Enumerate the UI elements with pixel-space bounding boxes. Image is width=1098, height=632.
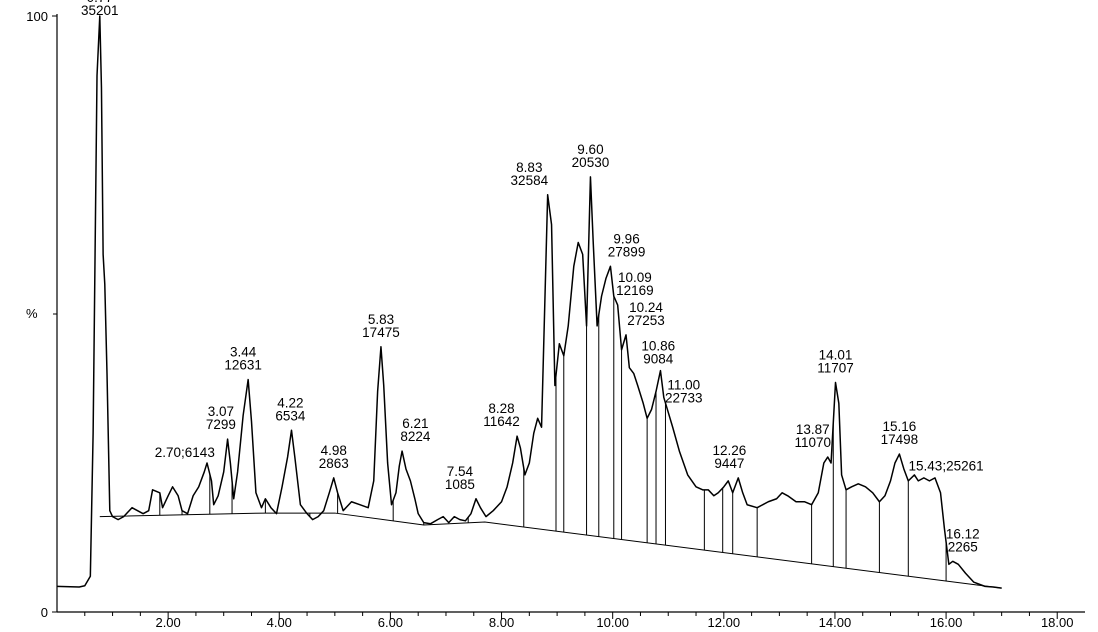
- peak-rt-label: 3.07: [208, 404, 234, 419]
- peak-area-label: 27253: [627, 313, 665, 328]
- peak-area-label: 2863: [319, 456, 349, 471]
- y-tick-label: 100: [26, 9, 48, 24]
- peak-area-label: 7299: [206, 417, 236, 432]
- peak-rt-label: 11.00: [667, 377, 700, 392]
- peak-rt-label: 10.86: [641, 339, 675, 354]
- peak-area-label: 17475: [362, 325, 400, 340]
- peak-rt-label: 14.01: [819, 348, 853, 363]
- peak-area-label: 17498: [881, 432, 919, 447]
- peak-rt-label: 13.87: [796, 422, 830, 437]
- x-tick-label: 2.00: [155, 615, 180, 630]
- x-tick-label: 4.00: [267, 615, 292, 630]
- peak-area-label: 35201: [81, 3, 119, 18]
- plot-area: % 2.00 4.00 6.00 8.00 10.00 12.00 14.00 16.00 18…: [26, 0, 1085, 630]
- peak-area-label: 9084: [643, 352, 674, 367]
- peak-label: 2.70;6143: [155, 445, 215, 460]
- x-tick-label: 10.00: [596, 615, 629, 630]
- peak-rt-label: 4.22: [277, 395, 303, 410]
- peak-rt-label: 9.96: [613, 231, 639, 246]
- peak-rt-label: 3.44: [230, 345, 257, 360]
- peak-area-label: 27899: [608, 244, 646, 259]
- peak-rt-label: 7.54: [447, 464, 474, 479]
- peak-rt-label: 12.26: [712, 443, 746, 458]
- x-tick-label: 14.00: [819, 615, 852, 630]
- peak-rt-label: 4.98: [321, 443, 347, 458]
- peak-area-label: 1085: [445, 477, 475, 492]
- chromatogram-trace: [56, 15, 1002, 589]
- peak-rt-label: 10.24: [629, 300, 663, 315]
- y-tick-label: 0: [41, 605, 48, 620]
- x-tick-label: 16.00: [930, 615, 963, 630]
- x-tick-label: 8.00: [489, 615, 514, 630]
- peak-area-label: 11642: [483, 414, 520, 429]
- peak-area-label: 32584: [511, 173, 549, 188]
- peak-rt-label: 16.12: [946, 526, 980, 541]
- peak-rt-label: 8.28: [488, 401, 514, 416]
- x-tick-label: 12.00: [708, 615, 741, 630]
- peak-rt-label: 9.60: [577, 142, 603, 157]
- peak-area-label: 20530: [572, 155, 610, 170]
- peak-area-label: 12169: [616, 283, 654, 298]
- peak-area-label: 11707: [817, 361, 854, 376]
- peak-area-label: 22733: [665, 390, 703, 405]
- peak-rt-label: 10.09: [618, 270, 652, 285]
- integration-baseline: [99, 512, 1002, 589]
- peak-area-label: 9447: [714, 456, 744, 471]
- peak-rt-label: 6.21: [402, 416, 428, 431]
- peak-area-label: 8224: [400, 429, 431, 444]
- peak-rt-label: 15.16: [883, 419, 917, 434]
- x-tick-label: 6.00: [378, 615, 403, 630]
- peak-label: 15.43;25261: [909, 459, 984, 474]
- peak-area-label: 2265: [948, 539, 978, 554]
- peak-area-label: 6534: [275, 408, 306, 423]
- x-tick-label: 18.00: [1041, 615, 1074, 630]
- peak-area-label: 11070: [794, 435, 831, 450]
- peak-rt-label: 8.83: [516, 160, 542, 175]
- peak-rt-label: 5.83: [368, 312, 394, 327]
- peak-area-label: 12631: [224, 358, 262, 373]
- y-axis-label: %: [26, 306, 38, 321]
- peak-rt-label: 0.77: [87, 0, 113, 5]
